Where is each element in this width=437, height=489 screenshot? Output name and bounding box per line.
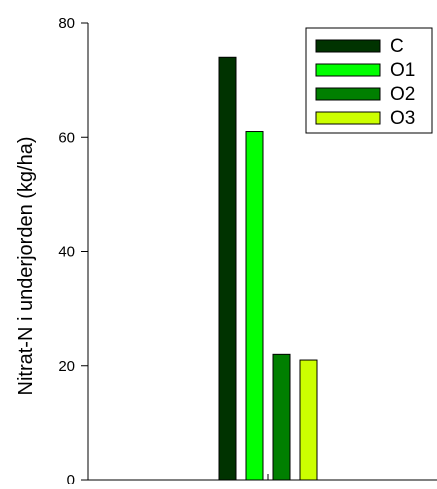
bar-c bbox=[218, 56, 237, 481]
plot-area: 0 20 40 60 80 bbox=[58, 15, 437, 489]
legend: C O1 O2 O3 bbox=[305, 27, 433, 134]
y-tick-label: 40 bbox=[58, 244, 75, 261]
legend-label-c: C bbox=[390, 36, 404, 57]
legend-label-o2: O2 bbox=[390, 84, 415, 105]
legend-swatch-c bbox=[315, 39, 381, 53]
y-tick-label: 20 bbox=[58, 358, 75, 375]
bar-o3 bbox=[299, 359, 318, 481]
bar-o1 bbox=[245, 131, 264, 481]
legend-swatch-o2 bbox=[315, 87, 381, 101]
y-axis-label: Nitrat-N i underjorden (kg/ha) bbox=[15, 137, 37, 396]
bar-o2 bbox=[272, 353, 291, 481]
legend-swatch-o1 bbox=[315, 63, 381, 77]
legend-label-o3: O3 bbox=[390, 108, 415, 129]
y-tick-label: 60 bbox=[58, 129, 75, 146]
legend-label-o1: O1 bbox=[390, 60, 415, 81]
y-tick-label: 0 bbox=[67, 472, 75, 484]
y-tick-label: 80 bbox=[58, 15, 75, 32]
legend-swatch-o3 bbox=[315, 111, 381, 125]
